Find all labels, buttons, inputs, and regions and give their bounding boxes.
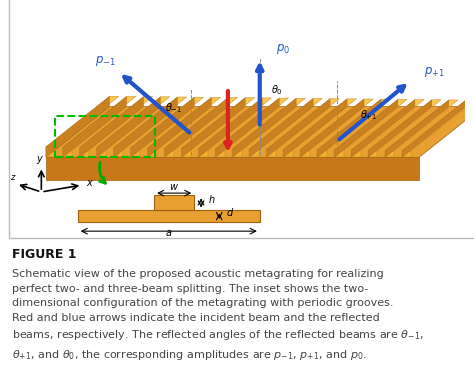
- Polygon shape: [402, 100, 474, 151]
- Polygon shape: [266, 99, 339, 150]
- Polygon shape: [131, 148, 140, 157]
- Polygon shape: [80, 97, 153, 147]
- Polygon shape: [368, 100, 441, 151]
- Polygon shape: [199, 98, 262, 157]
- Text: $d$: $d$: [226, 206, 234, 218]
- Polygon shape: [63, 96, 136, 147]
- Polygon shape: [182, 148, 191, 157]
- Polygon shape: [385, 100, 458, 151]
- Text: $p_{-1}$: $p_{-1}$: [95, 54, 116, 68]
- Polygon shape: [63, 147, 72, 157]
- Polygon shape: [402, 151, 411, 157]
- Polygon shape: [317, 150, 327, 157]
- Polygon shape: [301, 150, 310, 157]
- Polygon shape: [334, 150, 344, 157]
- Text: z: z: [9, 173, 14, 182]
- Polygon shape: [266, 150, 276, 157]
- Polygon shape: [283, 99, 347, 157]
- Polygon shape: [368, 151, 377, 157]
- Polygon shape: [317, 99, 381, 157]
- Text: $\theta_0$: $\theta_0$: [271, 83, 283, 97]
- Polygon shape: [351, 100, 424, 150]
- Polygon shape: [182, 98, 245, 157]
- Polygon shape: [249, 99, 313, 157]
- Text: $w$: $w$: [169, 182, 179, 192]
- Polygon shape: [232, 149, 242, 157]
- Polygon shape: [351, 100, 415, 157]
- Polygon shape: [283, 99, 356, 150]
- Text: $a$: $a$: [165, 228, 173, 238]
- Bar: [154, 195, 194, 211]
- Polygon shape: [80, 97, 144, 157]
- Polygon shape: [182, 98, 255, 148]
- Polygon shape: [131, 97, 194, 157]
- Polygon shape: [46, 147, 55, 157]
- Polygon shape: [63, 96, 127, 157]
- Polygon shape: [334, 99, 398, 157]
- Polygon shape: [46, 157, 419, 180]
- Polygon shape: [216, 98, 279, 157]
- Text: $p_{+1}$: $p_{+1}$: [424, 65, 445, 79]
- Text: $\theta_{-1}$: $\theta_{-1}$: [164, 101, 182, 115]
- Polygon shape: [46, 107, 474, 157]
- Polygon shape: [385, 100, 449, 157]
- Polygon shape: [402, 100, 466, 157]
- Polygon shape: [147, 97, 211, 157]
- Polygon shape: [266, 99, 330, 157]
- Polygon shape: [249, 99, 322, 149]
- Polygon shape: [164, 97, 237, 148]
- Polygon shape: [46, 96, 109, 157]
- Polygon shape: [283, 150, 292, 157]
- Polygon shape: [164, 97, 228, 157]
- Polygon shape: [97, 148, 106, 157]
- Text: x: x: [86, 178, 92, 188]
- Bar: [55, 116, 155, 157]
- Polygon shape: [131, 97, 204, 148]
- Polygon shape: [317, 99, 390, 150]
- Polygon shape: [46, 96, 119, 147]
- Polygon shape: [114, 97, 187, 148]
- Text: FIGURE 1: FIGURE 1: [12, 247, 76, 260]
- Text: $\theta_{+1}$: $\theta_{+1}$: [360, 108, 377, 122]
- Polygon shape: [114, 148, 123, 157]
- Polygon shape: [301, 99, 374, 150]
- Polygon shape: [114, 97, 177, 157]
- Polygon shape: [351, 150, 361, 157]
- Text: $p_0$: $p_0$: [276, 42, 290, 56]
- Polygon shape: [301, 99, 364, 157]
- Polygon shape: [368, 100, 432, 157]
- Polygon shape: [216, 98, 289, 149]
- Polygon shape: [80, 147, 89, 157]
- Polygon shape: [216, 149, 225, 157]
- Text: Schematic view of the proposed acoustic metagrating for realizing
perfect two- a: Schematic view of the proposed acoustic …: [12, 269, 424, 362]
- Polygon shape: [334, 99, 407, 150]
- Polygon shape: [164, 148, 174, 157]
- Polygon shape: [232, 98, 305, 149]
- Text: y: y: [36, 154, 42, 164]
- Polygon shape: [97, 97, 170, 148]
- Polygon shape: [199, 149, 208, 157]
- Polygon shape: [199, 98, 272, 149]
- Polygon shape: [147, 148, 157, 157]
- Polygon shape: [147, 97, 221, 148]
- Polygon shape: [232, 98, 296, 157]
- Polygon shape: [385, 151, 394, 157]
- Polygon shape: [97, 97, 161, 157]
- Polygon shape: [249, 149, 259, 157]
- Bar: [78, 211, 260, 222]
- Text: $h$: $h$: [208, 193, 215, 205]
